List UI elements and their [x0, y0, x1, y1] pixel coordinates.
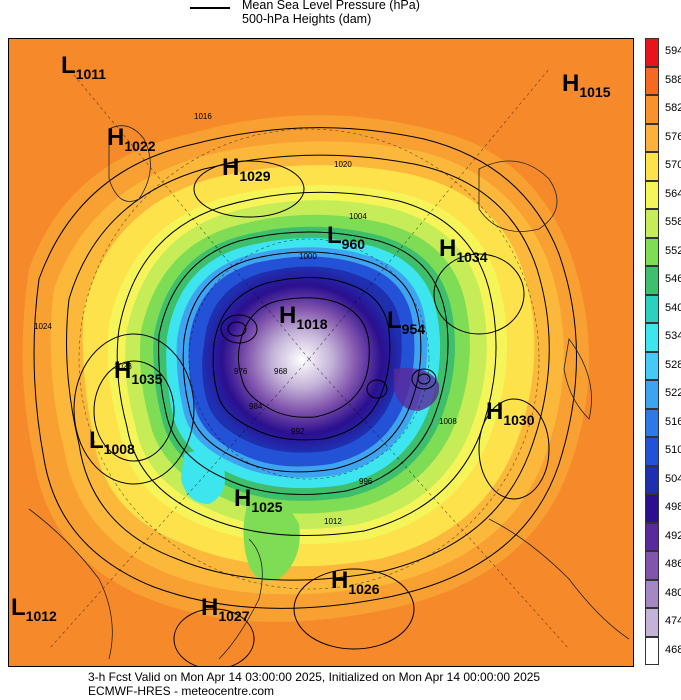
pressure-center-low: L1011	[61, 52, 107, 83]
height-colorbar: 594 588 582 576 570 564 558 552 546 540 534 528 522 5…	[645, 38, 681, 665]
pressure-center-high: H1022	[107, 124, 156, 155]
trough-lobe-east	[394, 368, 440, 411]
colorbar-label: 570	[665, 159, 681, 172]
colorbar-cell	[645, 38, 659, 67]
isobar-label: 976	[234, 367, 248, 376]
colorbar-label: 594	[665, 45, 681, 58]
colorbar-cell	[645, 494, 659, 523]
isobar-label: 1008	[439, 417, 457, 426]
polar-vortex	[202, 266, 402, 453]
pressure-center-low: L960	[327, 222, 366, 253]
colorbar-cell	[645, 180, 659, 209]
colorbar-label: 576	[665, 130, 681, 143]
colorbar-label: 468	[665, 643, 681, 656]
colorbar-label: 492	[665, 529, 681, 542]
isobar-label: 984	[249, 402, 263, 411]
isobar-label: 1012	[324, 517, 342, 526]
colorbar-label: 588	[665, 73, 681, 86]
colorbar-cell	[645, 237, 659, 266]
colorbar-cell	[645, 636, 659, 665]
pressure-center-low: L954	[387, 307, 426, 338]
colorbar-label: 546	[665, 273, 681, 286]
colorbar-cell	[645, 266, 659, 295]
pressure-center-high: H1035	[114, 357, 163, 388]
colorbar-cell	[645, 522, 659, 551]
pressure-center-high: H1034	[439, 235, 488, 266]
isobar-label: 1024	[34, 322, 52, 331]
pressure-center-high: H1027	[201, 594, 250, 625]
pressure-center-high: H1026	[331, 567, 380, 598]
colorbar-cell	[645, 123, 659, 152]
isobar-label: 1028	[114, 362, 132, 371]
pressure-center-low: L1008	[89, 427, 135, 458]
colorbar-label: 582	[665, 102, 681, 115]
southern-green-lobe	[243, 498, 300, 581]
model-source-text: ECMWF-HRES - meteocentre.com	[88, 684, 275, 698]
legend-mslp-label: Mean Sea Level Pressure (hPa)	[242, 0, 420, 12]
colorbar-label: 540	[665, 301, 681, 314]
colorbar-label: 528	[665, 358, 681, 371]
pressure-center-high: H1015	[562, 70, 611, 101]
isobar-label: 1000	[299, 252, 317, 261]
isobar-label: 1016	[194, 112, 212, 121]
colorbar-cell	[645, 152, 659, 181]
isobar-line-sample	[190, 7, 230, 9]
colorbar-cell	[645, 323, 659, 352]
pressure-center-high: H1030	[486, 398, 535, 429]
colorbar-label: 534	[665, 330, 681, 343]
colorbar-cell	[645, 551, 659, 580]
isobar-label: 968	[274, 367, 288, 376]
colorbar-cell	[645, 209, 659, 238]
colorbar-label: 480	[665, 586, 681, 599]
colorbar-label: 504	[665, 472, 681, 485]
pressure-center-high: H1018	[279, 302, 328, 333]
colorbar-cell	[645, 608, 659, 637]
colorbar-cell	[645, 351, 659, 380]
isobar-label: 1020	[334, 160, 352, 169]
colorbar-label: 564	[665, 187, 681, 200]
colorbar-label: 498	[665, 501, 681, 514]
legend-heights-label: 500-hPa Heights (dam)	[242, 12, 372, 26]
isobar-label: 1004	[349, 212, 367, 221]
colorbar-cell	[645, 294, 659, 323]
map-canvas: 1016 1020 1024 1028 1004 1000 996 992 98…	[9, 39, 633, 666]
graticule	[48, 68, 570, 650]
colorbar-cell	[645, 579, 659, 608]
colorbar-cell	[645, 465, 659, 494]
colorbar-cell	[645, 408, 659, 437]
colorbar-cell	[645, 437, 659, 466]
pressure-center-high: H1025	[234, 485, 283, 516]
isobar-label: 992	[291, 427, 305, 436]
pressure-center-low: L1012	[11, 594, 57, 625]
colorbar-cell	[645, 95, 659, 124]
pressure-center-high: H1029	[222, 154, 271, 185]
weather-map: 1016 1020 1024 1028 1004 1000 996 992 98…	[8, 38, 634, 667]
colorbar-label: 558	[665, 216, 681, 229]
isobar-label: 996	[359, 477, 373, 486]
forecast-valid-text: 3-h Fcst Valid on Mon Apr 14 03:00:00 20…	[88, 670, 541, 684]
colorbar-label: 510	[665, 444, 681, 457]
colorbar-label: 474	[665, 615, 681, 628]
coastlines	[28, 125, 630, 660]
western-cyan-lobe	[181, 451, 225, 504]
colorbar-cell	[645, 66, 659, 95]
colorbar-label: 486	[665, 558, 681, 571]
colorbar-label: 516	[665, 415, 681, 428]
colorbar-label: 552	[665, 244, 681, 257]
isobars	[33, 127, 577, 666]
map-legend: Mean Sea Level Pressure (hPa) 500-hPa He…	[190, 0, 490, 32]
isobar-labels: 1016 1020 1024 1028 1004 1000 996 992 98…	[34, 112, 457, 526]
colorbar-label: 522	[665, 387, 681, 400]
colorbar-cell	[645, 380, 659, 409]
